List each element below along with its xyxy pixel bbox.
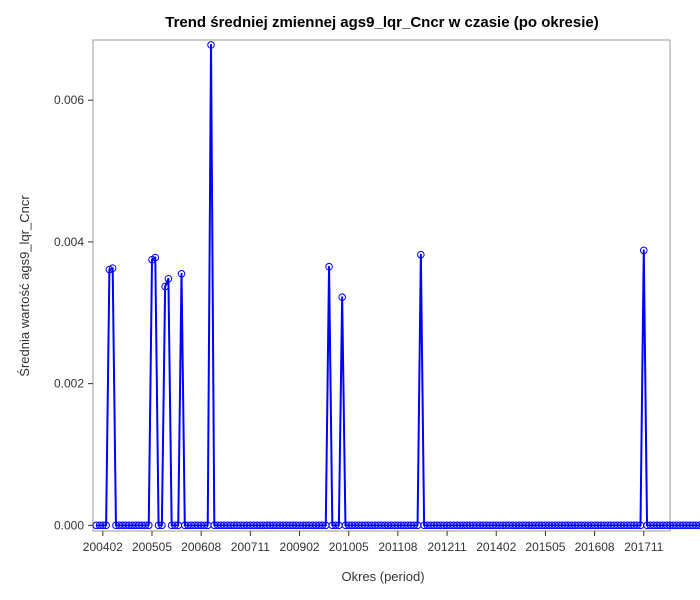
y-axis-label: Średnia wartość ags9_lqr_Cncr xyxy=(17,195,32,377)
data-point xyxy=(164,274,173,283)
y-tick-label: 0.002 xyxy=(54,377,84,391)
data-point xyxy=(161,282,169,291)
x-tick-label: 200505 xyxy=(132,540,172,554)
x-tick-label: 201711 xyxy=(624,540,663,554)
series-layer xyxy=(92,41,700,530)
x-tick-label: 201608 xyxy=(575,540,615,554)
data-point xyxy=(141,521,150,530)
data-point xyxy=(207,41,215,49)
x-tick-label: 201402 xyxy=(476,540,516,554)
data-point xyxy=(171,521,179,530)
series-line xyxy=(96,43,700,527)
plot-area-frame xyxy=(92,39,671,532)
x-tick-label: 200711 xyxy=(231,540,270,554)
data-point xyxy=(108,264,117,272)
y-tick-label: 0.004 xyxy=(54,235,84,249)
data-point xyxy=(331,521,340,530)
data-point xyxy=(99,521,107,530)
data-point xyxy=(158,521,166,530)
x-tick-label: 201211 xyxy=(427,540,466,554)
x-tick-label: 200902 xyxy=(280,540,320,554)
data-point xyxy=(410,521,419,530)
data-point xyxy=(151,253,160,262)
x-tick-label: 200402 xyxy=(83,540,123,554)
data-point xyxy=(417,250,425,259)
data-point xyxy=(177,270,186,278)
data-point xyxy=(698,522,700,528)
data-point xyxy=(325,262,333,271)
x-tick-label: 201108 xyxy=(378,540,417,554)
data-point xyxy=(144,521,153,530)
x-tick-label: 201505 xyxy=(525,540,565,554)
x-axis: 200402 200505 200608 200711 200902 201005 2011… xyxy=(83,531,664,554)
x-tick-label: 200608 xyxy=(181,540,221,554)
data-point xyxy=(102,521,110,530)
y-tick-label: 0.006 xyxy=(54,93,84,107)
data-point xyxy=(639,246,648,255)
data-point xyxy=(200,521,209,530)
y-tick-label: 0.000 xyxy=(54,518,84,532)
x-tick-label: 201005 xyxy=(329,540,369,554)
data-point xyxy=(154,521,163,530)
chart-title: Trend średniej zmiennej ags9_lqr_Cncr w … xyxy=(165,14,599,31)
data-point xyxy=(633,521,642,530)
y-axis: 0.000 0.002 0.004 0.006 xyxy=(54,93,93,532)
x-axis-label: Okres (period) xyxy=(341,569,424,584)
data-point xyxy=(338,293,346,301)
data-point xyxy=(318,521,327,530)
